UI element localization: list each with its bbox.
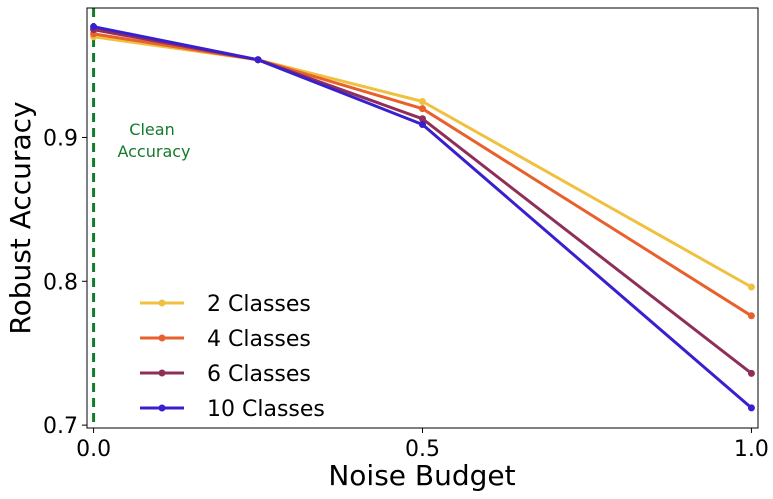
x-tick-label: 1.0 — [734, 437, 769, 462]
data-point — [747, 312, 755, 320]
data-point — [419, 97, 426, 105]
legend-swatch-marker — [158, 334, 166, 342]
data-point — [254, 56, 262, 64]
y-axis-title: Robust Accuracy — [4, 101, 37, 334]
legend-swatch-marker — [158, 404, 166, 412]
data-point — [747, 404, 755, 412]
vline-annotation: Clean Accuracy — [117, 120, 190, 161]
legend-label: 4 Classes — [207, 327, 311, 352]
legend-item: 4 Classes — [140, 327, 311, 352]
data-point — [90, 23, 98, 31]
legend-item: 2 Classes — [140, 292, 311, 317]
series-line — [92, 32, 753, 318]
x-tick-label: 0.0 — [76, 437, 111, 462]
legend-item: 6 Classes — [140, 362, 311, 387]
legend-label: 6 Classes — [207, 362, 311, 387]
y-tick-label: 0.9 — [43, 126, 78, 151]
legend-swatch-marker — [158, 299, 166, 307]
data-point — [747, 283, 755, 291]
data-point — [747, 369, 755, 377]
x-tick-label: 0.5 — [405, 437, 440, 462]
plot-frame — [86, 7, 759, 429]
annotation-line-2: Accuracy — [117, 142, 190, 161]
legend: 2 Classes 4 Classes 6 Classes 10 Classes — [140, 292, 325, 422]
data-point — [419, 105, 426, 113]
legend-label: 2 Classes — [207, 292, 311, 317]
legend-label: 10 Classes — [207, 397, 325, 422]
y-tick-label: 0.8 — [43, 270, 78, 295]
data-point — [419, 121, 426, 129]
series-line — [92, 35, 753, 289]
annotation-line-1: Clean — [129, 120, 174, 139]
legend-swatch-marker — [158, 369, 166, 377]
y-tick-label: 0.7 — [43, 414, 78, 439]
data-point — [419, 115, 426, 123]
legend-item: 10 Classes — [140, 397, 325, 422]
series-line — [92, 25, 753, 410]
x-axis-title: Noise Budget — [328, 459, 515, 492]
